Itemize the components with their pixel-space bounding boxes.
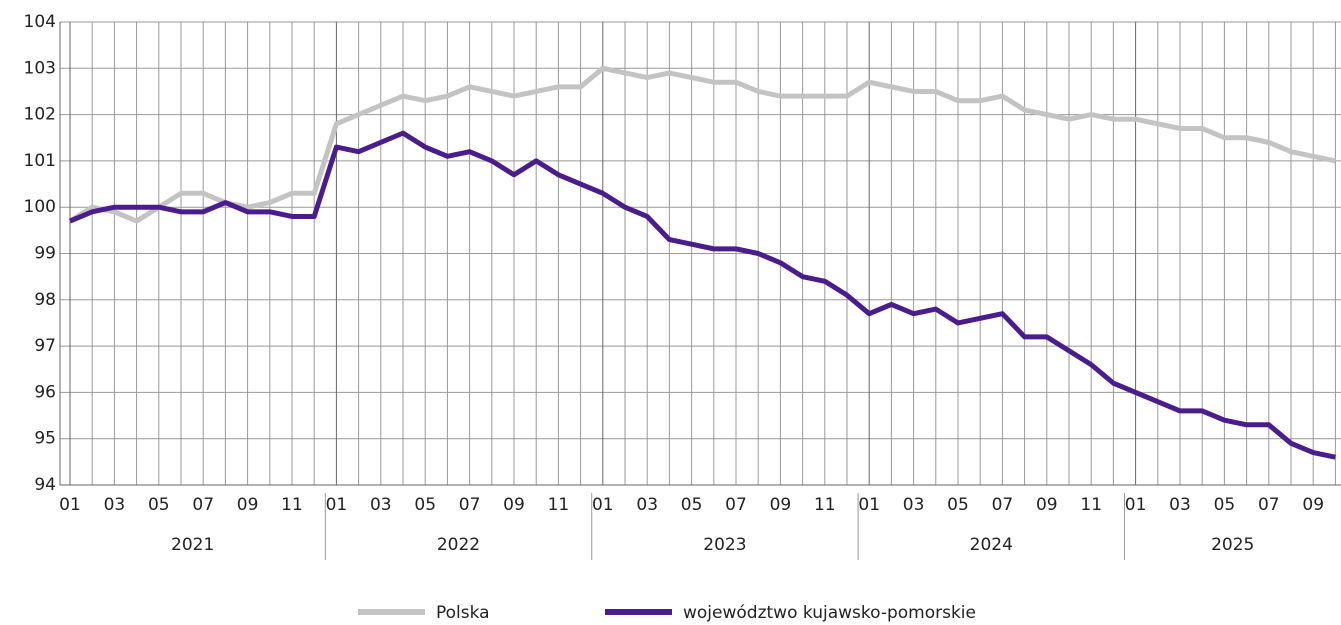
y-tick-label: 99 bbox=[34, 244, 56, 264]
x-tick-label: 09 bbox=[237, 495, 259, 515]
y-tick-label: 104 bbox=[24, 12, 56, 32]
year-label: 2024 bbox=[970, 535, 1013, 555]
y-tick-label: 96 bbox=[34, 382, 56, 402]
x-tick-label: 01 bbox=[1125, 495, 1147, 515]
x-tick-label: 09 bbox=[503, 495, 525, 515]
x-tick-label: 05 bbox=[681, 495, 703, 515]
x-tick-label: 07 bbox=[459, 495, 481, 515]
y-tick-label: 95 bbox=[34, 429, 56, 449]
x-tick-label: 11 bbox=[548, 495, 570, 515]
y-tick-label: 94 bbox=[34, 475, 56, 495]
x-tick-label: 09 bbox=[770, 495, 792, 515]
x-tick-label: 03 bbox=[370, 495, 392, 515]
x-tick-label: 09 bbox=[1036, 495, 1058, 515]
y-tick-label: 98 bbox=[34, 290, 56, 310]
legend-label: województwo kujawsko-pomorskie bbox=[683, 603, 976, 623]
x-tick-label: 03 bbox=[104, 495, 126, 515]
x-tick-label: 01 bbox=[592, 495, 614, 515]
x-tick-label: 01 bbox=[326, 495, 348, 515]
y-tick-label: 97 bbox=[34, 336, 56, 356]
x-tick-label: 05 bbox=[148, 495, 170, 515]
x-tick-label: 05 bbox=[1214, 495, 1236, 515]
x-tick-label: 07 bbox=[725, 495, 747, 515]
y-tick-label: 101 bbox=[24, 151, 56, 171]
x-tick-label: 01 bbox=[858, 495, 880, 515]
x-tick-label: 07 bbox=[992, 495, 1014, 515]
y-tick-label: 100 bbox=[24, 197, 56, 217]
year-label: 2022 bbox=[437, 535, 480, 555]
x-tick-label: 01 bbox=[59, 495, 81, 515]
x-tick-label: 03 bbox=[636, 495, 658, 515]
x-tick-label: 09 bbox=[1302, 495, 1324, 515]
x-tick-label: 05 bbox=[947, 495, 969, 515]
x-tick-label: 07 bbox=[1258, 495, 1280, 515]
series-line bbox=[68, 65, 1336, 224]
x-tick-label: 11 bbox=[281, 495, 303, 515]
year-label: 2025 bbox=[1211, 535, 1254, 555]
legend-label: Polska bbox=[436, 603, 490, 623]
series-line bbox=[69, 130, 1336, 460]
year-label: 2021 bbox=[171, 535, 214, 555]
x-tick-label: 03 bbox=[1169, 495, 1191, 515]
x-tick-label: 11 bbox=[1080, 495, 1102, 515]
x-tick-label: 03 bbox=[903, 495, 925, 515]
y-tick-label: 102 bbox=[24, 105, 56, 125]
year-label: 2023 bbox=[703, 535, 746, 555]
y-tick-label: 103 bbox=[24, 58, 56, 78]
x-tick-label: 05 bbox=[414, 495, 436, 515]
x-tick-label: 07 bbox=[192, 495, 214, 515]
x-tick-label: 11 bbox=[814, 495, 836, 515]
